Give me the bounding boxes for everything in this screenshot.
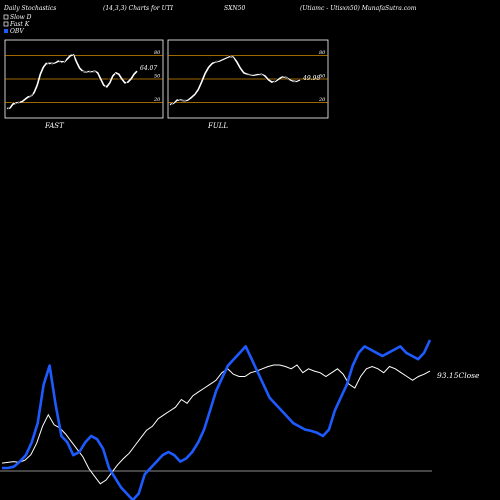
legend-swatch-fast-k (3, 21, 9, 27)
full-tick-80: 80 (319, 50, 326, 56)
legend-label-fast-k: Fast K (9, 21, 30, 28)
full-panel-title: FULL (207, 122, 228, 130)
full-slow-d-line (169, 55, 301, 106)
legend-swatch-slow-d (3, 14, 9, 20)
legend-label-obv: OBV (10, 28, 24, 35)
header-source: (Utiamc - Utisxn50) MunafaSutra.com (300, 5, 417, 12)
fast-tick-50: 50 (154, 74, 161, 80)
header-title: Daily Stochastics (3, 5, 56, 12)
legend-swatch-obv (4, 29, 8, 33)
fast-panel: 80 50 20 64.07 FAST (4, 39, 164, 130)
fast-tick-20: 20 (153, 97, 161, 103)
close-price-line (1, 364, 431, 485)
obv-panel: 93.15Close (0, 339, 480, 500)
header-symbol: SXN50 (224, 5, 245, 12)
legend-label-slow-d: Slow D (10, 14, 32, 21)
fast-panel-title: FAST (44, 122, 65, 130)
close-value-label: 93.15Close (437, 371, 480, 380)
full-tick-50: 50 (319, 74, 326, 80)
legend: Slow D Fast K OBV (3, 14, 32, 35)
fast-last-value: 64.07 (140, 65, 157, 72)
full-tick-20: 20 (318, 97, 326, 103)
obv-line (2, 339, 432, 500)
header-params: (14,3,3) Charts for UTI (103, 5, 174, 12)
full-panel: 80 50 20 49.98 FULL (167, 39, 329, 130)
fast-k-line (6, 51, 138, 111)
full-k-line (169, 55, 301, 107)
full-last-value: 49.98 (302, 75, 320, 82)
fast-slow-d-line (6, 53, 138, 110)
fast-tick-80: 80 (154, 50, 161, 56)
